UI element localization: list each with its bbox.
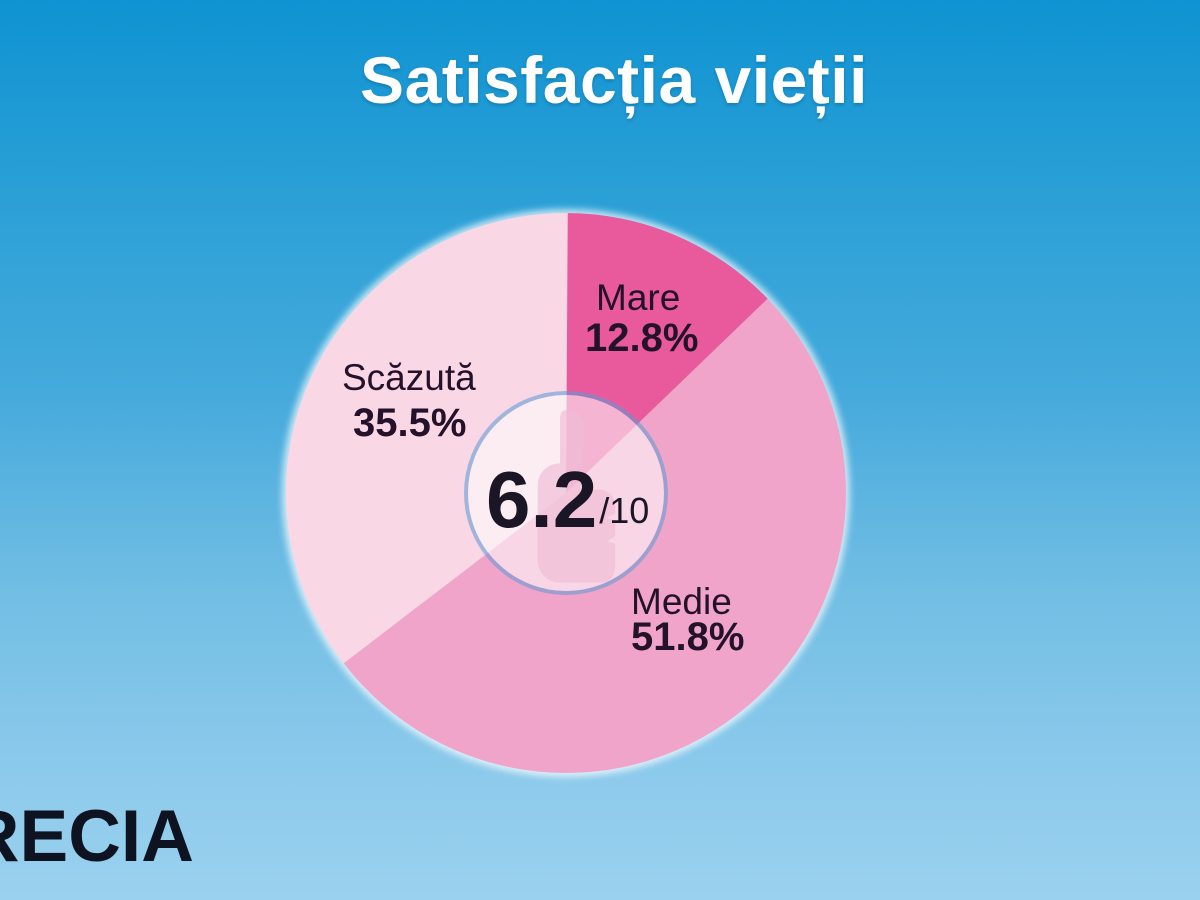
svg-text:12.8%: 12.8% [585, 316, 698, 360]
svg-text:Mare: Mare [596, 277, 680, 318]
svg-text:51.8%: 51.8% [631, 615, 744, 659]
svg-text:Scăzută: Scăzută [342, 357, 476, 398]
svg-text:35.5%: 35.5% [353, 401, 466, 445]
